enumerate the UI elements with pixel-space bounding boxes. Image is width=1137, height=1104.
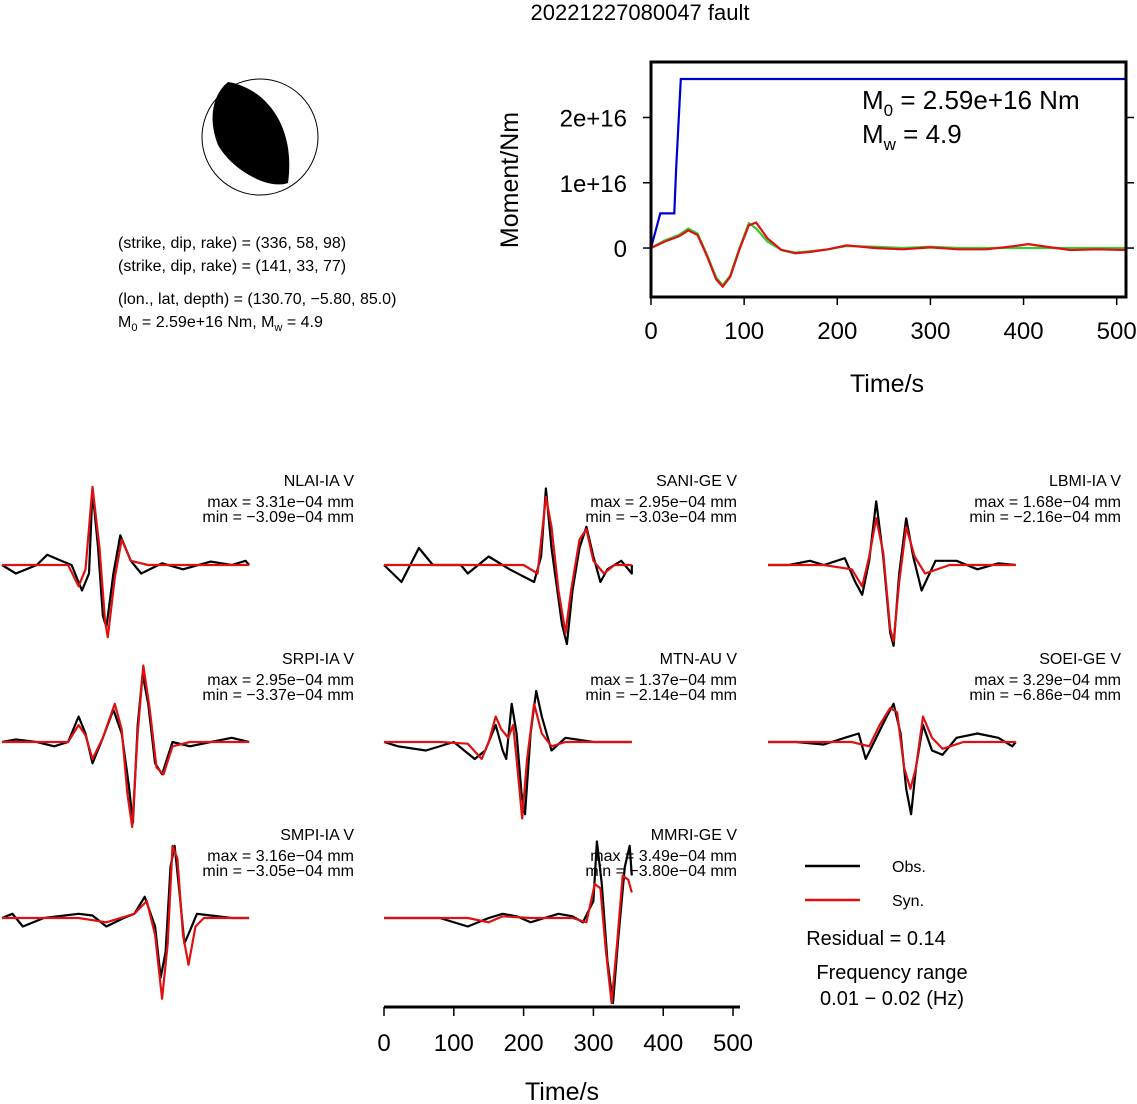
moment-series-rate_syn — [650, 221, 1127, 289]
moment-ytick-label: 2e+16 — [560, 105, 627, 132]
station-min: min = −2.14e−04 mm — [585, 687, 737, 704]
waveform-xtick-label: 200 — [504, 1030, 544, 1057]
station-syn-trace — [384, 495, 632, 635]
figure-title: 20221227080047 fault — [531, 0, 750, 25]
legend-obs-label: Obs. — [892, 859, 926, 876]
moment-xtick-label: 200 — [817, 318, 857, 345]
station-name: SMPI-IA V — [280, 827, 354, 844]
moment-series-rate_obs — [650, 221, 1126, 288]
station-max: max = 3.29e−04 mm — [974, 672, 1121, 689]
station-obs-trace — [383, 689, 632, 816]
moment-xlabel: Time/s — [850, 370, 924, 398]
moment-ytick-label: 0 — [614, 236, 627, 263]
station-max: max = 1.37e−04 mm — [590, 672, 737, 689]
waveform-xtick-label: 300 — [573, 1030, 613, 1057]
station-name: SOEI-GE V — [1039, 651, 1121, 668]
station-syn-trace — [2, 844, 250, 1000]
station-name: LBMI-IA V — [1049, 473, 1121, 490]
moment-series-cumulative — [649, 77, 1126, 249]
hypocenter-location: (lon., lat, depth) = (130.70, −5.80, 85.… — [118, 291, 396, 308]
moment-xtick-label: 500 — [1097, 318, 1137, 345]
residual-label: Residual = 0.14 — [806, 928, 946, 950]
waveform-xaxis: 0 100 200 300 400 500 — [377, 1005, 753, 1057]
waveform-xtick-label: 0 — [377, 1030, 390, 1057]
moment-magnitude-line: M0 = 2.59e+16 Nm, Mw = 4.9 — [118, 314, 323, 334]
station-obs-trace — [1, 672, 250, 824]
station-syn-trace — [384, 702, 632, 820]
station-syn-trace — [768, 706, 1016, 790]
station-min: min = −3.05e−04 mm — [202, 863, 354, 880]
station-name: NLAI-IA V — [284, 473, 355, 490]
moment-xtick-label: 100 — [724, 318, 764, 345]
moment-plot-frame — [649, 60, 1128, 299]
moment-axes: 0 100 200 300 400 500 0 1e+16 2e+16 — [560, 105, 1137, 345]
station-obs-trace — [768, 702, 1017, 816]
moment-xtick-label: 300 — [910, 318, 950, 345]
moment-ylabel: Moment/Nm — [496, 112, 524, 248]
moment-panel: 0 100 200 300 400 500 0 1e+16 2e+16 M0 = 2.59e+1… — [496, 60, 1137, 398]
moment-mw-label: Mw = 4.9 — [862, 119, 962, 154]
station-name: MMRI-GE V — [651, 827, 738, 844]
station-max: max = 3.31e−04 mm — [207, 494, 354, 511]
frequency-value: 0.01 − 0.02 (Hz) — [820, 988, 964, 1010]
station-min: min = −3.09e−04 mm — [202, 509, 354, 526]
waveform-xtick-label: 500 — [713, 1030, 753, 1057]
station-syn-trace — [384, 874, 633, 1005]
station-min: min = −3.80e−04 mm — [585, 863, 737, 880]
station-name: SRPI-IA V — [282, 651, 354, 668]
station-name: MTN-AU V — [660, 651, 738, 668]
source-parameters: (strike, dip, rake) = (336, 58, 98) (str… — [118, 235, 396, 334]
moment-xtick-label: 400 — [1004, 318, 1044, 345]
station-min: min = −3.03e−04 mm — [585, 509, 737, 526]
station-max: max = 3.16e−04 mm — [207, 848, 354, 865]
moment-ytick-label: 1e+16 — [560, 171, 627, 198]
legend: Obs. Syn. Residual = 0.14 Frequency rang… — [805, 859, 968, 1010]
moment-xtick-label: 0 — [644, 318, 657, 345]
frequency-title: Frequency range — [816, 962, 967, 984]
waveform-xtick-label: 400 — [643, 1030, 683, 1057]
station-syn-trace — [2, 485, 250, 639]
station-min: min = −2.16e−04 mm — [969, 509, 1121, 526]
station-max: max = 2.95e−04 mm — [590, 494, 737, 511]
station-min: min = −6.86e−04 mm — [969, 687, 1121, 704]
station-max: max = 1.68e−04 mm — [974, 494, 1121, 511]
moment-lines — [649, 77, 1127, 289]
station-syn-trace — [2, 664, 250, 829]
station-max: max = 2.95e−04 mm — [207, 672, 354, 689]
waveform-xlabel: Time/s — [525, 1078, 599, 1104]
moment-m0-label: M0 = 2.59e+16 Nm — [862, 85, 1080, 120]
station-max: max = 3.49e−04 mm — [590, 848, 737, 865]
beachball-compressional-quadrant — [212, 82, 290, 185]
nodal-plane-2: (strike, dip, rake) = (141, 33, 77) — [118, 258, 346, 275]
beachball — [201, 78, 319, 196]
nodal-plane-1: (strike, dip, rake) = (336, 58, 98) — [118, 235, 346, 252]
station-min: min = −3.37e−04 mm — [202, 687, 354, 704]
station-name: SANI-GE V — [656, 473, 737, 490]
legend-syn-label: Syn. — [892, 893, 924, 910]
waveform-xtick-label: 100 — [434, 1030, 474, 1057]
station-syn-trace — [768, 517, 1016, 643]
